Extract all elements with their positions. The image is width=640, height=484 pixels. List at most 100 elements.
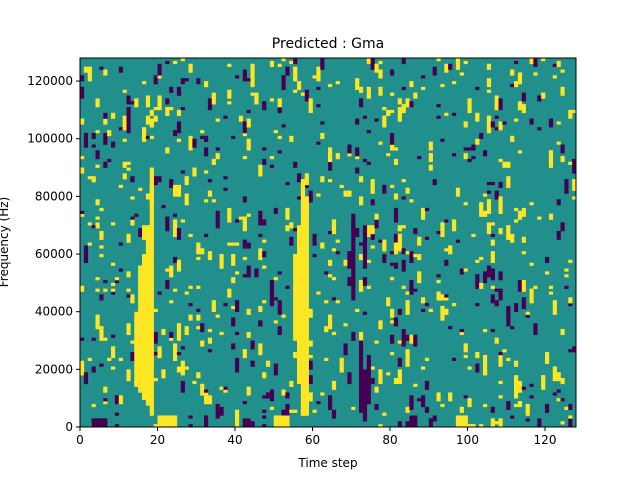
heatmap-cell: [91, 403, 96, 408]
heatmap-cell: [169, 337, 174, 341]
heatmap-cell: [157, 63, 162, 76]
heatmap-cell: [176, 121, 182, 134]
heatmap-cell: [514, 360, 519, 367]
heatmap-cell: [525, 418, 530, 422]
heatmap-cell: [266, 360, 271, 367]
heatmap-cell: [207, 395, 213, 405]
heatmap-segment: [173, 415, 178, 428]
heatmap-cell: [114, 395, 120, 405]
heatmap-cell: [390, 308, 395, 318]
heatmap-cell: [87, 357, 92, 361]
heatmap-cell: [521, 386, 526, 390]
heatmap-cell: [173, 213, 178, 217]
heatmap-cell: [293, 161, 298, 168]
heatmap-segment: [161, 415, 166, 428]
heatmap-cell: [428, 164, 433, 171]
heatmap-cell: [211, 300, 216, 312]
heatmap-cell: [262, 415, 267, 419]
heatmap-segment: [297, 225, 302, 385]
heatmap-cell: [436, 274, 441, 278]
heatmap-cell: [525, 311, 530, 315]
heatmap-cell: [200, 323, 205, 333]
heatmap-cell: [111, 334, 116, 338]
heatmap-cell: [250, 63, 255, 82]
heatmap-cell: [471, 233, 476, 238]
heatmap-cell: [118, 66, 123, 73]
heatmap-segment: [149, 167, 154, 416]
heatmap-cell: [455, 239, 461, 243]
heatmap-cell: [490, 222, 495, 226]
heatmap-cell: [180, 346, 185, 350]
y-axis-label: Frequency (Hz): [0, 197, 11, 288]
heatmap-cell: [564, 406, 569, 410]
heatmap-cell: [180, 360, 185, 376]
heatmap-cell: [173, 219, 178, 238]
heatmap-cell: [91, 366, 96, 373]
heatmap-cell: [452, 303, 457, 307]
heatmap-cell: [242, 239, 247, 249]
heatmap-cell: [401, 285, 406, 289]
heatmap-cell: [370, 199, 375, 206]
heatmap-cell: [188, 233, 193, 238]
heatmap-cell: [331, 248, 337, 252]
heatmap-cell: [176, 228, 182, 240]
heatmap-cell: [184, 193, 189, 206]
heatmap-cell: [184, 176, 189, 186]
heatmap-cell: [99, 326, 104, 341]
heatmap-cell: [432, 179, 437, 186]
heatmap-cell: [95, 317, 100, 330]
heatmap-segment: [91, 418, 96, 428]
heatmap-cell: [347, 277, 352, 287]
heatmap-cell: [502, 349, 507, 353]
heatmap-cell: [118, 242, 123, 246]
heatmap-cell: [459, 72, 464, 76]
heatmap-cell: [409, 199, 414, 203]
heatmap-cell: [455, 58, 461, 70]
heatmap-cell: [351, 406, 356, 410]
heatmap-cell: [281, 75, 286, 91]
heatmap-cell: [328, 161, 333, 171]
heatmap-cell: [517, 380, 523, 393]
heatmap-cell: [471, 156, 476, 160]
heatmap-cell: [374, 340, 379, 344]
heatmap-cell: [436, 230, 441, 235]
heatmap-cell: [83, 372, 89, 385]
heatmap-cell: [277, 98, 282, 108]
heatmap-cell: [560, 421, 565, 425]
heatmap-cell: [130, 101, 135, 105]
heatmap-cell: [409, 334, 414, 344]
heatmap-cell: [80, 86, 85, 99]
heatmap-cell: [568, 297, 573, 304]
heatmap-segment: [413, 415, 418, 428]
heatmap-cell: [393, 377, 399, 385]
heatmap-cell: [378, 323, 383, 330]
heatmap-cell: [378, 69, 383, 79]
heatmap-cell: [409, 395, 414, 410]
heatmap-segment: [362, 225, 368, 269]
heatmap-cell: [293, 409, 298, 413]
heatmap-cell: [424, 380, 430, 390]
heatmap-cell: [347, 144, 352, 154]
heatmap-cell: [107, 357, 112, 361]
heatmap-cell: [514, 83, 519, 88]
heatmap-cell: [269, 291, 275, 307]
heatmap-cell: [207, 328, 213, 333]
x-tick-label: 80: [382, 433, 397, 447]
heatmap-cell: [335, 239, 340, 243]
heatmap-cell: [83, 66, 89, 73]
heatmap-cell: [378, 60, 383, 65]
heatmap-cell: [188, 303, 193, 307]
heatmap-cell: [207, 179, 213, 183]
heatmap-cell: [192, 380, 197, 385]
heatmap-cell: [374, 386, 379, 393]
heatmap-cell: [498, 271, 503, 281]
heatmap-cell: [401, 179, 406, 183]
heatmap-cell: [494, 95, 499, 111]
heatmap-cell: [180, 107, 185, 111]
chart-title: Predicted : Gma: [272, 36, 384, 52]
heatmap-cell: [393, 193, 399, 200]
heatmap-cell: [204, 415, 209, 428]
heatmap-cell: [401, 259, 406, 272]
heatmap-cell: [308, 354, 313, 359]
heatmap-cell: [452, 219, 457, 232]
